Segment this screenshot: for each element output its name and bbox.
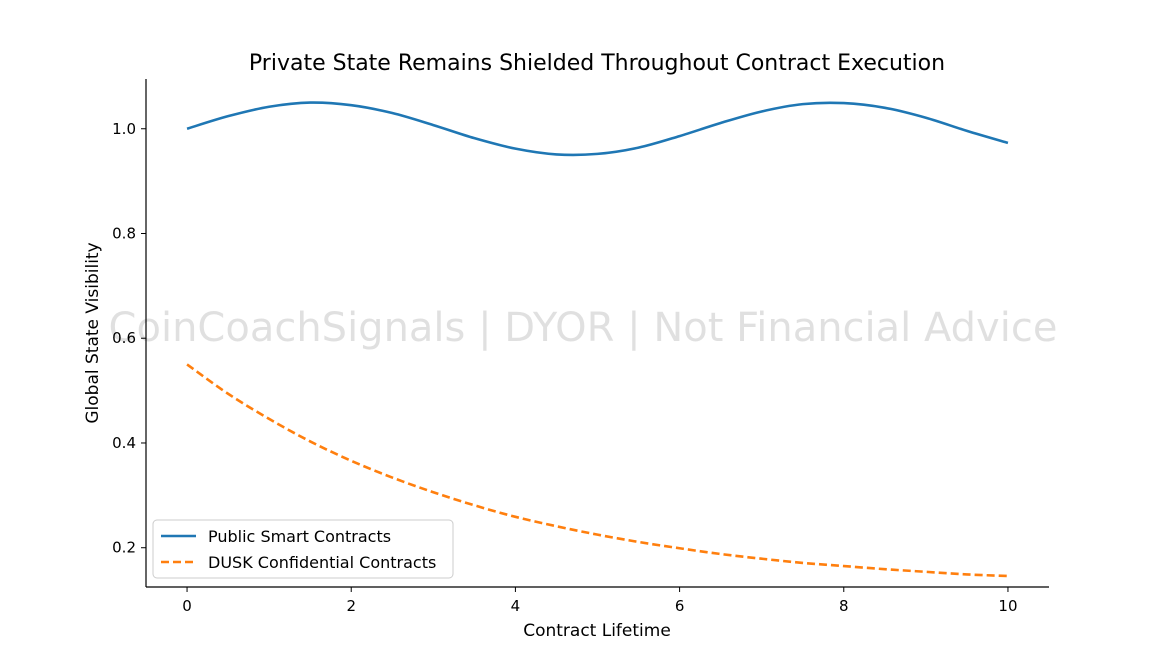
legend: Public Smart Contracts DUSK Confidential…: [152, 519, 454, 579]
x-axis-ticks: 0 2 4 6 8 10: [182, 587, 1018, 615]
legend-label-dusk: DUSK Confidential Contracts: [208, 553, 436, 572]
y-axis-label: Global State Visibility: [83, 242, 103, 423]
y-axis-ticks: 0.2 0.4 0.6 0.8 1.0: [112, 120, 146, 557]
series-line-public: [186, 101, 1009, 157]
series-layer: [186, 101, 1009, 578]
x-tick-label: 0: [182, 597, 192, 615]
legend-label-public: Public Smart Contracts: [208, 527, 391, 546]
y-tick-label: 0.2: [112, 539, 136, 557]
x-tick-label: 10: [998, 597, 1017, 615]
legend-box: [152, 519, 454, 579]
y-tick-label: 1.0: [112, 120, 136, 138]
watermark-text: CoinCoachSignals | DYOR | Not Financial …: [109, 305, 1058, 351]
x-tick-label: 6: [675, 597, 685, 615]
series-line-dusk: [186, 363, 1008, 578]
y-tick-label: 0.6: [112, 329, 136, 347]
x-axis-label: Contract Lifetime: [523, 621, 671, 641]
x-tick-label: 4: [511, 597, 521, 615]
x-tick-label: 2: [346, 597, 356, 615]
y-tick-label: 0.8: [112, 224, 136, 242]
chart-title: Private State Remains Shielded Throughou…: [249, 51, 945, 76]
y-tick-label: 0.4: [112, 434, 136, 452]
x-tick-label: 8: [839, 597, 849, 615]
